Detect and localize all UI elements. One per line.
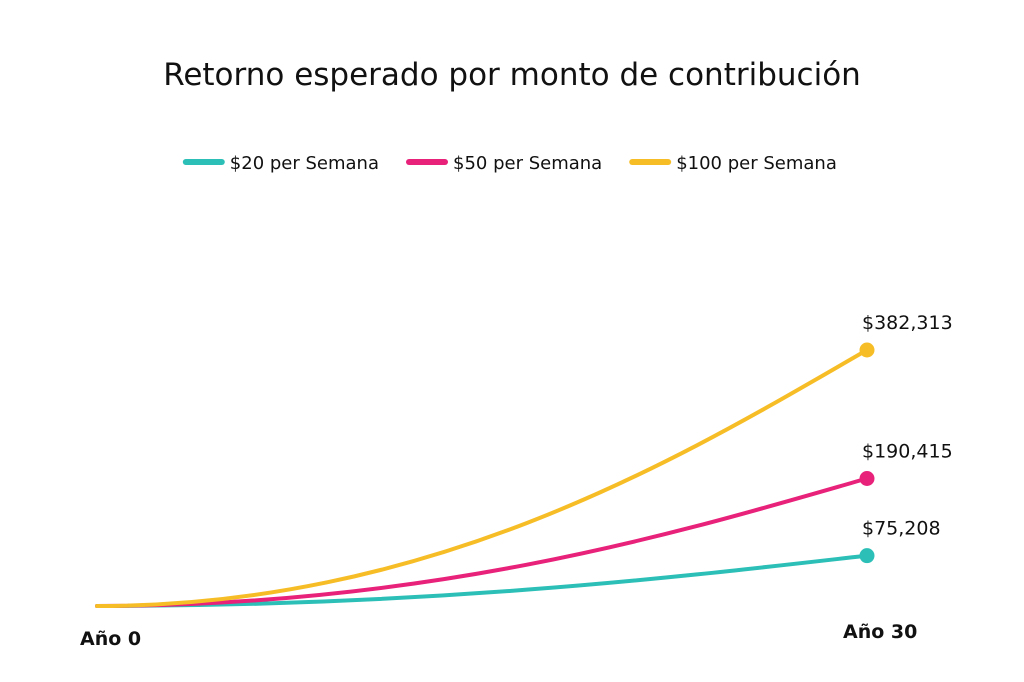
series-endpoint-3: [859, 342, 875, 358]
chart-title: Retorno esperado por monto de contribuci…: [163, 57, 861, 93]
x-tick-label-start: Año 0: [80, 628, 141, 650]
data-label-2: $190,415: [862, 440, 953, 462]
x-tick-label-end: Año 30: [843, 621, 917, 643]
series-endpoint-1: [859, 548, 875, 564]
legend-label-3: $100 per Semana: [676, 153, 837, 174]
series-line-1: [95, 553, 869, 608]
series-line-2: [95, 476, 869, 608]
legend-label-2: $50 per Semana: [453, 153, 602, 174]
series-line-3: [95, 348, 869, 608]
data-label-3: $382,313: [862, 312, 953, 334]
series-endpoint-2: [859, 470, 875, 486]
legend-label-1: $20 per Semana: [230, 153, 379, 174]
data-label-1: $75,208: [862, 518, 941, 540]
